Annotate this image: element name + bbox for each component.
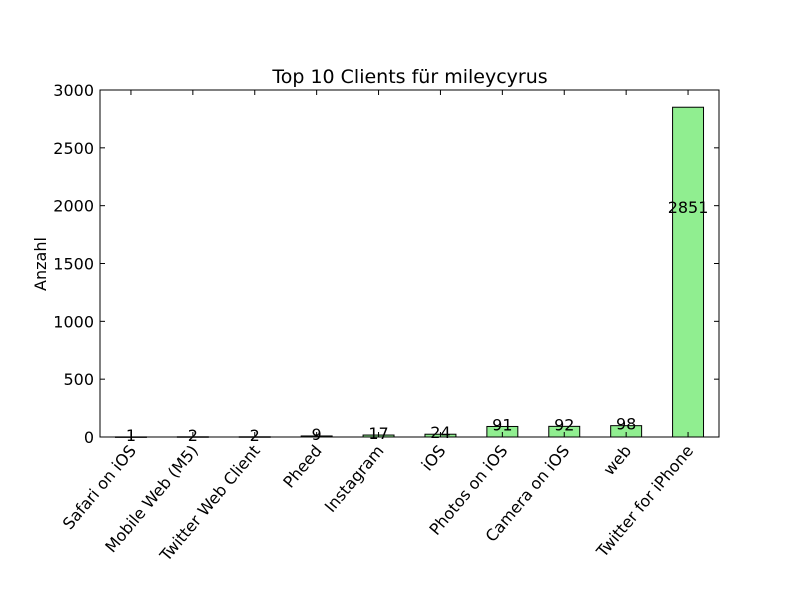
- y-axis-label: Anzahl: [31, 237, 50, 291]
- y-tick-label: 2500: [53, 139, 94, 158]
- bar: [672, 106, 705, 438]
- y-tick-label: 0: [84, 428, 94, 447]
- y-tick-label: 3000: [53, 81, 94, 100]
- data-label: 2: [188, 426, 198, 445]
- plot-frame: [99, 89, 720, 438]
- data-label: 92: [554, 415, 574, 434]
- data-label: 98: [616, 415, 636, 434]
- x-tick-label: Pheed: [279, 441, 325, 491]
- data-label: 17: [368, 424, 388, 443]
- x-tick-label: iOS: [417, 441, 449, 474]
- y-tick-label: 1000: [53, 312, 94, 331]
- chart-title: Top 10 Clients für mileycyrus: [271, 66, 547, 88]
- y-tick-label: 1500: [53, 255, 94, 274]
- x-tick-label: Instagram: [321, 441, 388, 516]
- x-tick-label: web: [599, 441, 635, 479]
- data-label: 1: [126, 426, 136, 445]
- data-label: 9: [312, 425, 322, 444]
- data-label: 2851: [668, 198, 709, 217]
- data-label: 24: [430, 423, 450, 442]
- data-label: 91: [492, 415, 512, 434]
- data-label: 2: [250, 426, 260, 445]
- y-tick-label: 2000: [53, 197, 94, 216]
- y-tick-label: 500: [63, 370, 94, 389]
